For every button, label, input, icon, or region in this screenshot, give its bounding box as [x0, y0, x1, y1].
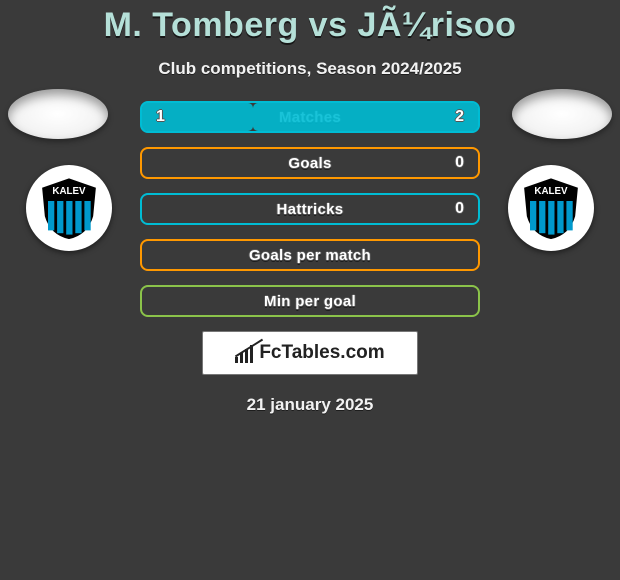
stat-label: Min per goal [264, 293, 356, 310]
player-avatar-right [512, 89, 612, 139]
stats-list: Matches12Goals0Hattricks0Goals per match… [140, 101, 480, 317]
stat-value-right: 2 [455, 108, 464, 126]
stat-fill-right [253, 103, 478, 131]
stat-label: Goals per match [249, 247, 371, 264]
page-title: M. Tomberg vs JÃ¼risoo [0, 6, 620, 45]
club-crest-icon: KALEV [34, 173, 104, 243]
stat-value-left: 1 [156, 108, 165, 126]
crest-text: KALEV [52, 186, 86, 197]
source-badge: FcTables.com [202, 331, 418, 375]
crest-text: KALEV [534, 186, 568, 197]
player-avatar-left [8, 89, 108, 139]
stat-row: Matches12 [140, 101, 480, 133]
comparison-area: KALEV KALEV [0, 101, 620, 317]
stat-row: Hattricks 0 [140, 193, 480, 225]
infographic-root: M. Tomberg vs JÃ¼risoo Club competitions… [0, 0, 620, 580]
stat-value-right: 0 [455, 200, 464, 218]
date-label: 21 january 2025 [0, 395, 620, 415]
stat-value-right: 0 [455, 154, 464, 172]
club-crest-left: KALEV [26, 165, 112, 251]
subtitle: Club competitions, Season 2024/2025 [0, 59, 620, 79]
bars-icon [235, 343, 253, 363]
stat-label: Goals [288, 155, 331, 172]
club-crest-right: KALEV [508, 165, 594, 251]
stat-row: Goals per match [140, 239, 480, 271]
source-badge-text: FcTables.com [259, 342, 384, 364]
club-crest-icon: KALEV [516, 173, 586, 243]
stat-label: Hattricks [277, 201, 344, 218]
stat-row: Min per goal [140, 285, 480, 317]
stat-row: Goals 0 [140, 147, 480, 179]
